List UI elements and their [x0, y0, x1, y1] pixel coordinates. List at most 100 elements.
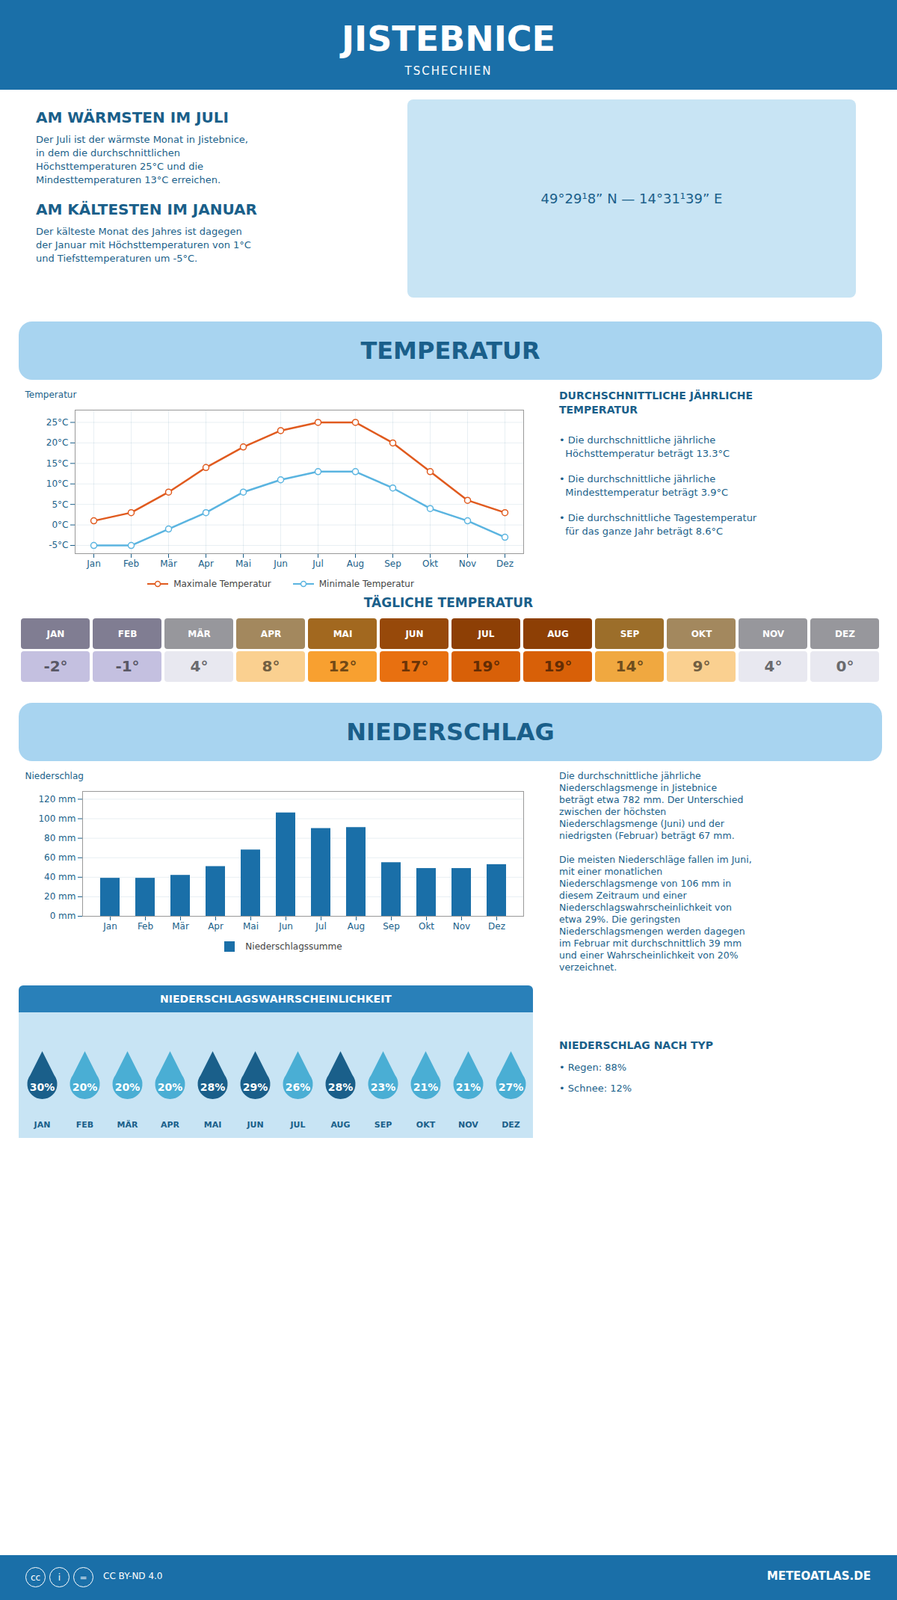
svg-text:20%: 20% — [72, 1080, 98, 1093]
svg-text:AUG: AUG — [547, 628, 569, 640]
svg-text:15°C: 15°C — [46, 458, 69, 469]
html-text:Der kälteste Monat des Jahres: Der kälteste Monat des Jahres ist dagege… — [35, 225, 252, 264]
svg-text:-5°C: -5°C — [48, 539, 69, 551]
svg-text:Dez: Dez — [496, 558, 514, 569]
html-text:• Die durchschnittliche jährli: • Die durchschnittliche jährliche Mindes… — [559, 473, 729, 498]
svg-text:25°C: 25°C — [46, 417, 69, 428]
svg-text:Jun: Jun — [278, 920, 294, 932]
svg-text:Jan: Jan — [102, 920, 118, 932]
svg-text:80 mm: 80 mm — [44, 832, 76, 844]
svg-text:30%: 30% — [29, 1080, 56, 1093]
svg-text:Jan: Jan — [85, 558, 101, 569]
svg-text:40 mm: 40 mm — [44, 871, 76, 883]
html-text:DURCHSCHNITTLICHE JÄHRLICHE TE: DURCHSCHNITTLICHE JÄHRLICHE TEMPERATUR — [559, 389, 753, 416]
svg-text:APR: APR — [160, 1119, 181, 1130]
svg-text:Mai: Mai — [242, 920, 259, 932]
svg-text:Aug: Aug — [346, 558, 365, 569]
svg-text:Feb: Feb — [137, 920, 154, 932]
svg-text:12°: 12° — [328, 657, 358, 675]
svg-text:100 mm: 100 mm — [38, 813, 76, 824]
svg-text:20°C: 20°C — [46, 437, 69, 448]
svg-text:JUL: JUL — [477, 628, 495, 640]
svg-text:MÄR: MÄR — [117, 1119, 139, 1130]
svg-text:0°: 0° — [836, 657, 855, 675]
svg-text:28%: 28% — [328, 1080, 354, 1093]
svg-text:NOV: NOV — [458, 1119, 479, 1130]
svg-text:JUN: JUN — [404, 628, 424, 640]
svg-text:Okt: Okt — [418, 920, 435, 932]
svg-text:60 mm: 60 mm — [44, 852, 76, 863]
svg-text:Nov: Nov — [452, 920, 471, 932]
svg-text:8°: 8° — [262, 657, 281, 675]
svg-text:JUN: JUN — [245, 1119, 264, 1130]
svg-text:OKT: OKT — [416, 1119, 436, 1130]
svg-text:JUL: JUL — [289, 1119, 305, 1130]
svg-text:9°: 9° — [692, 657, 711, 675]
svg-text:JAN: JAN — [46, 628, 66, 640]
svg-text:4°: 4° — [190, 657, 209, 675]
svg-text:Mär: Mär — [159, 558, 178, 569]
svg-text:Apr: Apr — [207, 920, 224, 932]
svg-text:5°C: 5°C — [51, 499, 69, 510]
svg-text:Niederschlag: Niederschlag — [25, 770, 84, 782]
svg-text:MAI: MAI — [333, 628, 353, 640]
svg-text:FEB: FEB — [118, 628, 138, 640]
svg-text:20%: 20% — [157, 1080, 184, 1093]
svg-text:NOV: NOV — [762, 628, 785, 640]
html-text:Die durchschnittliche jährlich: Die durchschnittliche jährliche Niedersc… — [559, 769, 752, 973]
svg-text:Dez: Dez — [488, 920, 506, 932]
svg-text:4°: 4° — [764, 657, 783, 675]
svg-text:Mär: Mär — [171, 920, 190, 932]
svg-text:10°C: 10°C — [46, 478, 69, 489]
svg-text:Jul: Jul — [311, 558, 323, 569]
html-text:AM WÄRMSTEN IM JULI: AM WÄRMSTEN IM JULI — [35, 108, 229, 127]
svg-text:21%: 21% — [413, 1080, 439, 1093]
svg-text:Temperatur: Temperatur — [24, 389, 77, 400]
svg-text:0°C: 0°C — [51, 519, 69, 530]
svg-text:20%: 20% — [115, 1080, 141, 1093]
html-text:TEMPERATUR: TEMPERATUR — [360, 336, 541, 365]
html-text:AM KÄLTESTEN IM JANUAR: AM KÄLTESTEN IM JANUAR — [35, 200, 258, 219]
svg-text:21%: 21% — [455, 1080, 482, 1093]
svg-text:0 mm: 0 mm — [50, 910, 77, 921]
html-text:Der Juli ist der wärmste Monat: Der Juli ist der wärmste Monat in Jisteb… — [35, 133, 249, 186]
svg-text:14°: 14° — [615, 657, 645, 675]
html-text:JISTEBNICE: JISTEBNICE — [341, 18, 556, 60]
svg-text:Feb: Feb — [123, 558, 140, 569]
html-text:• Die durchschnittliche Tagest: • Die durchschnittliche Tagestemperatur … — [559, 512, 757, 537]
svg-text:120 mm: 120 mm — [38, 793, 76, 805]
svg-text:23%: 23% — [370, 1080, 397, 1093]
svg-text:19°: 19° — [544, 657, 573, 675]
svg-text:19°: 19° — [472, 657, 501, 675]
svg-text:Jun: Jun — [272, 558, 288, 569]
svg-text:SEP: SEP — [374, 1119, 393, 1130]
svg-text:Sep: Sep — [384, 558, 402, 569]
svg-text:FEB: FEB — [76, 1119, 94, 1130]
svg-text:Apr: Apr — [198, 558, 214, 569]
svg-text:29%: 29% — [242, 1080, 269, 1093]
svg-text:OKT: OKT — [691, 628, 714, 640]
svg-text:JAN: JAN — [33, 1119, 51, 1130]
html-text:NIEDERSCHLAG: NIEDERSCHLAG — [346, 717, 555, 747]
svg-text:26%: 26% — [285, 1080, 311, 1093]
svg-text:MÄR: MÄR — [187, 627, 211, 640]
svg-text:SEP: SEP — [620, 628, 640, 640]
svg-text:Jul: Jul — [314, 920, 326, 932]
svg-text:AUG: AUG — [330, 1119, 350, 1130]
html-text:• Die durchschnittliche jährli: • Die durchschnittliche jährliche Höchst… — [559, 434, 730, 459]
svg-text:28%: 28% — [200, 1080, 226, 1093]
svg-text:Sep: Sep — [382, 920, 400, 932]
svg-text:27%: 27% — [498, 1080, 524, 1093]
svg-text:APR: APR — [260, 628, 282, 640]
svg-text:Okt: Okt — [422, 558, 439, 569]
svg-text:Nov: Nov — [458, 558, 477, 569]
svg-text:DEZ: DEZ — [834, 628, 856, 640]
svg-text:20 mm: 20 mm — [44, 891, 76, 902]
svg-text:MAI: MAI — [204, 1119, 223, 1130]
svg-text:Mai: Mai — [235, 558, 252, 569]
svg-text:17°: 17° — [400, 657, 430, 675]
svg-text:-2°: -2° — [43, 657, 68, 675]
svg-text:-1°: -1° — [115, 657, 140, 675]
svg-text:Aug: Aug — [347, 920, 365, 932]
svg-text:DEZ: DEZ — [501, 1119, 521, 1130]
